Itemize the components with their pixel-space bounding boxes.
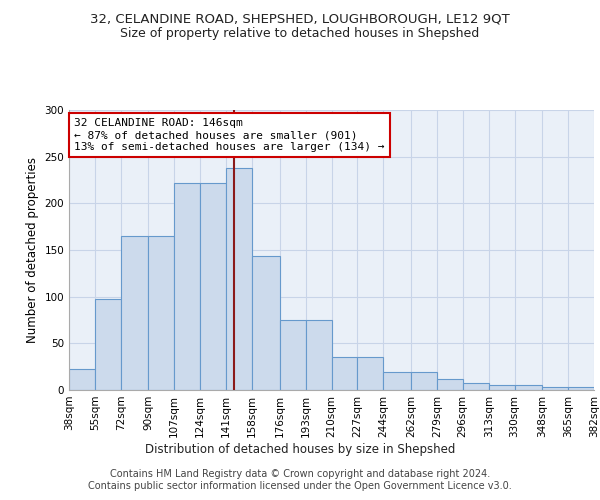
Bar (383, 372, 411, 390)
Bar (121, 236, 148, 390)
Text: Contains public sector information licensed under the Open Government Licence v3: Contains public sector information licen… (88, 481, 512, 491)
Text: 32 CELANDINE ROAD: 146sqm
← 87% of detached houses are smaller (901)
13% of semi: 32 CELANDINE ROAD: 146sqm ← 87% of detac… (74, 118, 385, 152)
Bar (463, 382, 488, 390)
Bar (95, 300, 121, 390)
Bar (488, 386, 515, 390)
Bar (515, 386, 542, 390)
Bar (175, 183, 200, 390)
Bar (280, 320, 305, 390)
Text: Distribution of detached houses by size in Shepshed: Distribution of detached houses by size … (145, 442, 455, 456)
Bar (226, 168, 252, 390)
Y-axis label: Number of detached properties: Number of detached properties (26, 157, 39, 343)
Text: Size of property relative to detached houses in Shepshed: Size of property relative to detached ho… (121, 28, 479, 40)
Bar (69, 370, 95, 390)
Bar (305, 320, 331, 390)
Bar (148, 236, 175, 390)
Bar (358, 358, 383, 390)
Bar (252, 256, 280, 390)
Bar (437, 379, 463, 390)
Bar (331, 358, 358, 390)
Text: Contains HM Land Registry data © Crown copyright and database right 2024.: Contains HM Land Registry data © Crown c… (110, 469, 490, 479)
Text: 32, CELANDINE ROAD, SHEPSHED, LOUGHBOROUGH, LE12 9QT: 32, CELANDINE ROAD, SHEPSHED, LOUGHBOROU… (90, 12, 510, 26)
Bar (200, 183, 226, 390)
Bar (568, 387, 594, 390)
Bar (411, 372, 437, 390)
Bar (542, 387, 568, 390)
